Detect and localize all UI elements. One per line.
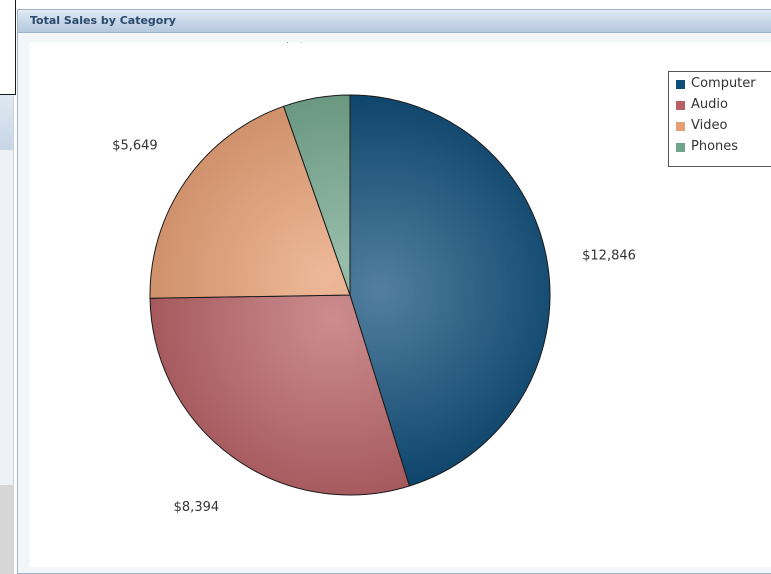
pie-slice-audio[interactable] [149, 294, 411, 496]
background-side-panel [0, 95, 14, 574]
background-window-frame [0, 0, 16, 95]
chart-window: Total Sales by Category $12,846 $8,394 $5,… [17, 9, 771, 574]
legend-swatch-computer [676, 80, 685, 89]
pie-slice-computer[interactable] [349, 94, 551, 487]
pie-slice-phones[interactable] [282, 94, 351, 296]
legend-label-video: Video [691, 118, 728, 133]
value-label-audio: $8,394 [174, 500, 220, 515]
legend-label-computer: Computer [691, 76, 756, 91]
legend-swatch-video [676, 122, 685, 131]
chart-title: Total Sales by Category [30, 14, 176, 27]
value-label-computer: $12,846 [582, 249, 636, 264]
legend-swatch-audio [676, 101, 685, 110]
value-label-phones: $1,530 [283, 42, 329, 45]
value-label-video: $5,649 [112, 138, 158, 153]
legend-label-audio: Audio [691, 97, 728, 112]
legend-swatch-phones [676, 143, 685, 152]
pie-chart: $12,846 $8,394 $5,649 $1,530 [112, 42, 636, 515]
background-panel-header [0, 95, 13, 150]
chart-area: $12,846 $8,394 $5,649 $1,530 Computer Audio… [30, 42, 771, 567]
legend-label-phones: Phones [691, 139, 739, 154]
background-panel-lower [0, 485, 13, 574]
chart-titlebar: Total Sales by Category [18, 10, 771, 33]
chart-legend: Computer Audio Video Phones [668, 71, 771, 167]
